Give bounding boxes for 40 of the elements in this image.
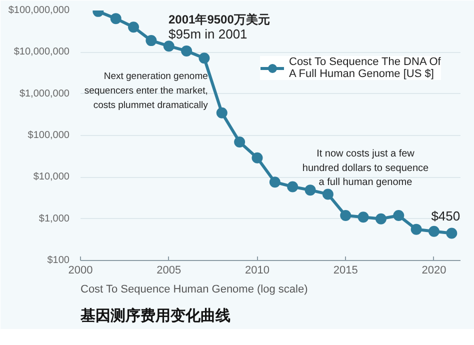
point: [146, 35, 157, 46]
point: [128, 22, 140, 33]
x-tick-label: 2005: [156, 264, 182, 276]
point: [358, 212, 369, 223]
text: 基因测序费用变化曲线: [80, 306, 230, 324]
point: [198, 52, 210, 64]
point: [446, 228, 458, 239]
point: [216, 107, 228, 118]
point: [375, 213, 386, 224]
x-tick-label: 2020: [422, 264, 446, 276]
annotation: 2001年9500万美元: [168, 12, 270, 26]
point: [428, 226, 440, 237]
y-tick-label: $100,000,000: [8, 5, 70, 16]
annotation: $450: [431, 208, 460, 224]
point: [252, 152, 263, 164]
point: [181, 45, 192, 56]
x-tick-label: 2000: [68, 264, 93, 276]
point: [304, 184, 316, 196]
y-tick-label: $100: [47, 255, 70, 266]
annotation: It now costs just a few hundred dollars to sequence a full human genome: [302, 148, 430, 188]
point: [340, 210, 352, 222]
x-tick-label: 2015: [333, 264, 358, 276]
y-tick-label: $100,000: [28, 130, 70, 141]
point: [163, 40, 174, 52]
point: [322, 188, 334, 200]
point: [393, 210, 404, 222]
y-tick-label: $10,000,000: [14, 46, 70, 58]
point: [287, 181, 298, 192]
point: [234, 136, 246, 148]
point: [269, 176, 280, 188]
text: Cost To Sequence Human Genome (log scale): [80, 284, 308, 296]
annotation: Next generation genome sequencers enter the market, costs plummet dramatically: [84, 71, 208, 111]
point: [410, 224, 422, 235]
point: [110, 13, 122, 24]
y-tick-label: $10,000: [33, 172, 70, 183]
annotation: $95m in 2001: [168, 26, 248, 42]
y-tick-label: $1,000: [38, 213, 70, 224]
x-tick-label: 2010: [245, 264, 270, 276]
legend-label: Cost To Sequence The DNA Of A Full Human Genome [US $]: [289, 56, 441, 80]
y-tick-label: $1,000,000: [19, 88, 70, 100]
